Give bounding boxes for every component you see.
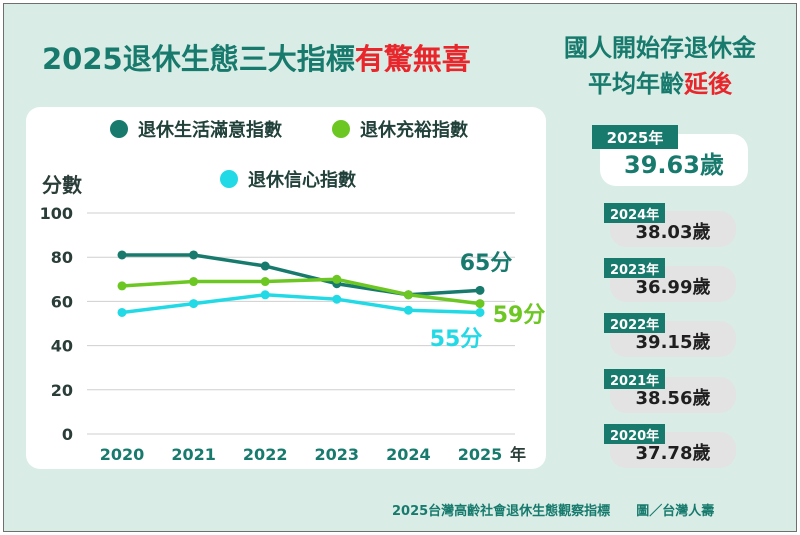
footer: 2025台灣高齡社會退休生態觀察指標 圖／台灣人壽 bbox=[392, 500, 714, 519]
data-point bbox=[189, 299, 199, 309]
series-line bbox=[121, 277, 481, 306]
data-point bbox=[260, 277, 270, 287]
age-panel-title-line1: 國人開始存退休金 bbox=[564, 34, 756, 62]
y-axis-label: 分數 bbox=[42, 173, 82, 197]
legend-dot-satisfaction bbox=[110, 120, 128, 138]
current-year-badge: 2025年 bbox=[592, 125, 678, 149]
data-point bbox=[117, 307, 127, 317]
data-point bbox=[260, 290, 270, 300]
age-year-badge: 2020年 bbox=[604, 424, 666, 444]
data-point bbox=[117, 250, 127, 260]
data-point bbox=[189, 277, 199, 287]
series-line bbox=[122, 253, 481, 297]
y-tick-label: 20 bbox=[51, 381, 73, 400]
age-row-2024: 2024年 38.03歲 bbox=[604, 203, 736, 247]
legend-item-confidence: 退休信心指數 bbox=[220, 166, 356, 192]
x-tick-label: 2024 bbox=[386, 445, 431, 464]
data-point bbox=[403, 290, 413, 300]
data-point bbox=[260, 261, 270, 271]
chart-card bbox=[26, 107, 546, 469]
age-panel-title-highlight: 延後 bbox=[684, 70, 732, 98]
data-point bbox=[332, 274, 342, 284]
age-panel-title-line2: 平均年齡延後 bbox=[545, 66, 775, 102]
end-value-label: 55分 bbox=[430, 327, 483, 352]
x-tick-label: 2022 bbox=[243, 445, 288, 464]
legend-label-satisfaction: 退休生活滿意指數 bbox=[138, 120, 282, 141]
age-year-badge: 2023年 bbox=[604, 258, 666, 278]
age-panel-title-main: 平均年齡 bbox=[588, 70, 684, 98]
end-value-label: 59分 bbox=[493, 303, 546, 328]
age-panel-title: 國人開始存退休金 平均年齡延後 bbox=[545, 30, 775, 102]
data-point bbox=[332, 294, 342, 304]
age-year-badge: 2022年 bbox=[604, 313, 666, 333]
legend-item-sufficiency: 退休充裕指數 bbox=[332, 116, 468, 142]
title-highlight: 有驚無喜 bbox=[354, 42, 471, 76]
y-tick-label: 0 bbox=[62, 425, 73, 444]
footer-credit: 圖／台灣人壽 bbox=[636, 504, 715, 519]
y-tick-label: 40 bbox=[51, 337, 73, 356]
data-point bbox=[403, 305, 413, 315]
age-row-2022: 2022年 39.15歲 bbox=[604, 313, 736, 357]
y-tick-label: 80 bbox=[51, 248, 73, 267]
footer-source: 2025台灣高齡社會退休生態觀察指標 bbox=[392, 504, 611, 519]
x-tick-label: 2020 bbox=[100, 445, 145, 464]
end-value-label: 65分 bbox=[460, 251, 513, 276]
y-tick-label: 100 bbox=[40, 204, 73, 223]
x-tick-label: 2025 bbox=[458, 445, 503, 464]
title-main: 2025退休生態三大指標 bbox=[42, 42, 355, 76]
age-row-2023: 2023年 36.99歲 bbox=[604, 258, 736, 302]
x-axis-unit: 年 bbox=[510, 445, 526, 464]
legend-label-sufficiency: 退休充裕指數 bbox=[360, 120, 468, 141]
age-year-badge: 2021年 bbox=[604, 369, 666, 389]
page-title: 2025退休生態三大指標有驚無喜 bbox=[42, 36, 471, 78]
legend-dot-confidence bbox=[220, 170, 238, 188]
age-row-2020: 2020年 37.78歲 bbox=[604, 424, 736, 468]
y-tick-label: 60 bbox=[51, 292, 73, 311]
series-line bbox=[121, 293, 481, 315]
legend-dot-sufficiency bbox=[332, 120, 350, 138]
data-point bbox=[117, 281, 127, 291]
data-point bbox=[475, 307, 485, 317]
data-point bbox=[189, 250, 199, 260]
legend-item-satisfaction: 退休生活滿意指數 bbox=[110, 116, 282, 142]
age-row-2021: 2021年 38.56歲 bbox=[604, 369, 736, 413]
x-tick-label: 2023 bbox=[315, 445, 360, 464]
age-value: 38.03歲 bbox=[610, 211, 736, 247]
x-tick-label: 2021 bbox=[171, 445, 216, 464]
data-point bbox=[475, 299, 485, 309]
data-point bbox=[475, 285, 485, 295]
current-age-value: 39.63歲 bbox=[600, 134, 748, 186]
legend-label-confidence: 退休信心指數 bbox=[248, 170, 356, 191]
age-year-badge: 2024年 bbox=[604, 203, 666, 223]
